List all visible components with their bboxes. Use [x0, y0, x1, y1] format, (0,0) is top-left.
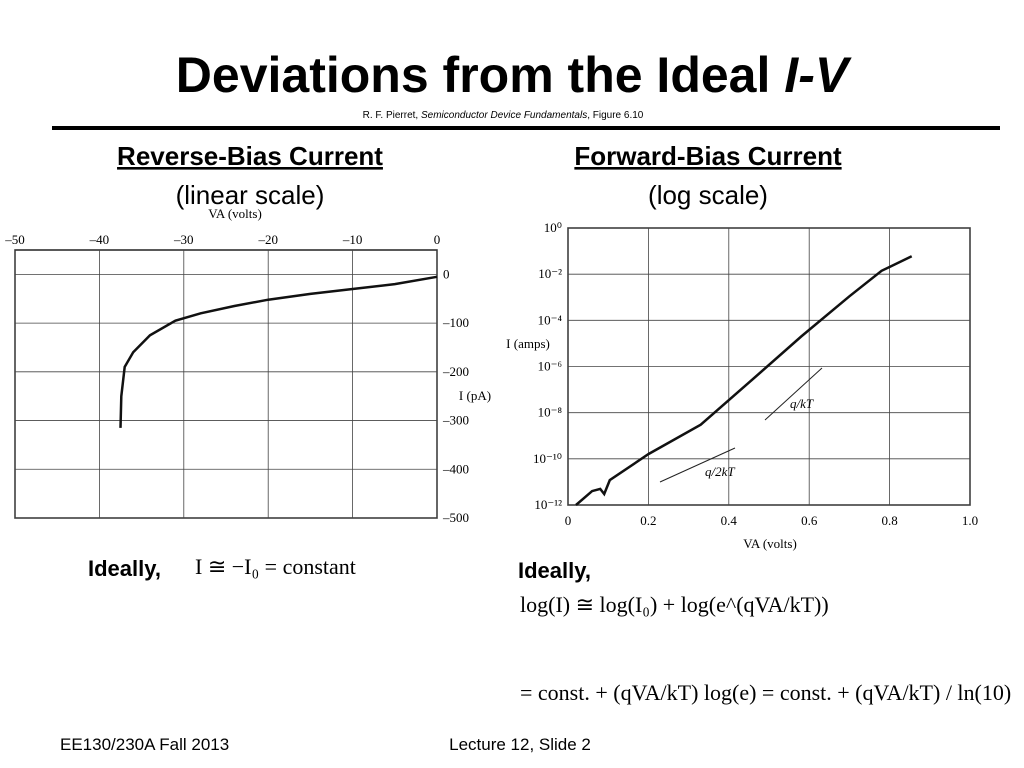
y-tick-label: 10⁻⁴ — [538, 312, 563, 327]
y-tick-label: 0 — [443, 266, 450, 281]
annotation: q/kT — [790, 396, 814, 411]
x-tick-label: –40 — [89, 232, 110, 247]
y-tick-label: 10⁻² — [538, 266, 562, 281]
y-tick-label: 10⁻¹² — [534, 497, 562, 512]
x-tick-label: –50 — [4, 232, 25, 247]
x-tick-label: 0 — [565, 513, 572, 528]
slope-line — [659, 447, 736, 483]
plot-frame — [14, 249, 438, 519]
citation-author: R. F. Pierret, — [363, 110, 421, 121]
footer-slide: Lecture 12, Slide 2 — [449, 735, 591, 754]
y-tick-label: –100 — [442, 315, 469, 330]
x-tick-label: 1.0 — [962, 513, 978, 528]
left-equation: I ≅ −I₀ = constant — [195, 554, 356, 579]
x-tick-label: 0.4 — [721, 513, 738, 528]
x-axis-label: VA (volts) — [743, 536, 797, 551]
data-line — [575, 255, 913, 506]
annotation: q/2kT — [705, 464, 735, 479]
y-tick-label: –300 — [442, 413, 469, 428]
right-heading: Forward-Bias Current — [574, 141, 842, 171]
x-tick-label: –30 — [173, 232, 194, 247]
y-tick-label: 10⁻⁶ — [538, 359, 562, 374]
y-tick-label: 10⁻⁸ — [538, 405, 563, 420]
y-axis-label: I (pA) — [459, 388, 491, 403]
citation-figure: , Figure 6.10 — [587, 110, 644, 121]
citation: R. F. Pierret, Semiconductor Device Fund… — [363, 110, 644, 121]
y-tick-label: –400 — [442, 461, 469, 476]
title: Deviations from the Ideal I-V — [176, 47, 852, 103]
title-text: Deviations from the Ideal — [176, 47, 771, 103]
y-tick-label: 10⁻¹⁰ — [533, 451, 562, 466]
x-tick-label: 0.2 — [640, 513, 656, 528]
slope-line — [764, 367, 823, 421]
left-ideally: Ideally, — [88, 556, 161, 581]
y-axis-label: I (amps) — [506, 336, 550, 351]
x-tick-label: –10 — [342, 232, 363, 247]
citation-book: Semiconductor Device Fundamentals — [421, 110, 587, 121]
right-equation-1: log(I) ≅ log(I₀) + log(e^(qVA/kT)) — [520, 592, 829, 617]
x-tick-label: 0 — [434, 232, 441, 247]
left-subheading: (linear scale) — [176, 180, 325, 210]
y-tick-label: 10⁰ — [544, 220, 562, 235]
right-ideally: Ideally, — [518, 558, 591, 583]
x-tick-label: –20 — [257, 232, 278, 247]
x-axis-label: VA (volts) — [208, 206, 262, 221]
y-tick-label: –500 — [442, 510, 469, 525]
y-tick-label: –200 — [442, 364, 469, 379]
footer-course: EE130/230A Fall 2013 — [60, 735, 229, 754]
x-tick-label: 0.6 — [801, 513, 818, 528]
left-heading: Reverse-Bias Current — [117, 141, 383, 171]
x-tick-label: 0.8 — [881, 513, 897, 528]
title-italic: I-V — [784, 47, 852, 103]
right-subheading: (log scale) — [648, 180, 768, 210]
right-equation-2: = const. + (qVA/kT) log(e) = const. + (q… — [520, 680, 1011, 705]
data-line — [119, 275, 438, 428]
